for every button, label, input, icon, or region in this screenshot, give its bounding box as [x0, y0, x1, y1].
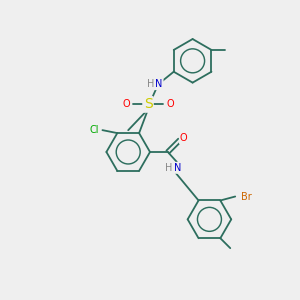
Text: N: N [155, 79, 163, 89]
Text: H: H [165, 163, 172, 173]
Text: Cl: Cl [90, 125, 99, 135]
Text: N: N [174, 163, 182, 173]
Text: H: H [147, 79, 155, 89]
Text: Br: Br [241, 191, 251, 202]
Text: S: S [144, 98, 152, 111]
Text: O: O [122, 99, 130, 110]
Text: O: O [166, 99, 174, 110]
Text: O: O [180, 133, 188, 143]
